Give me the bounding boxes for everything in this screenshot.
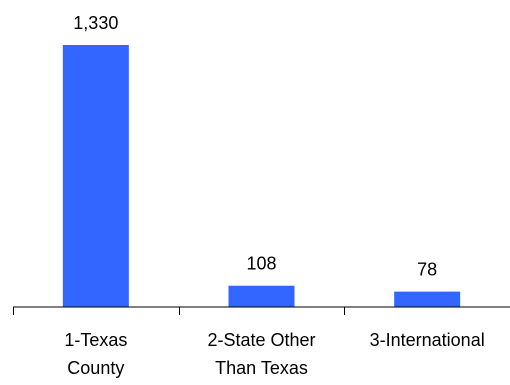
bar bbox=[228, 285, 295, 307]
bars-group bbox=[62, 45, 461, 307]
value-labels-group: 1,330 108 78 bbox=[73, 13, 437, 280]
value-label: 1,330 bbox=[73, 13, 118, 33]
category-label: Than Texas bbox=[215, 358, 308, 378]
category-label: County bbox=[67, 358, 124, 378]
category-label: 2-State Other bbox=[207, 330, 315, 350]
value-label: 78 bbox=[417, 260, 437, 280]
category-labels-group: 1-Texas County 2-State Other Than Texas 3-In… bbox=[64, 330, 484, 378]
bar bbox=[62, 45, 129, 307]
x-axis bbox=[13, 306, 510, 315]
category-label: 1-Texas bbox=[64, 330, 127, 350]
value-label: 108 bbox=[246, 254, 276, 274]
bar bbox=[394, 291, 461, 307]
category-label: 3-International bbox=[370, 330, 485, 350]
